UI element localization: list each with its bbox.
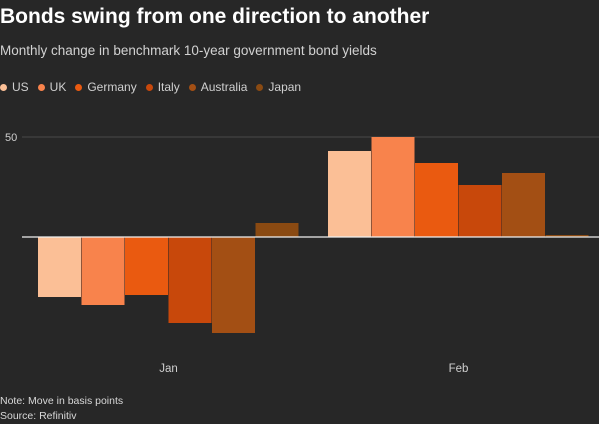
legend-item-germany: Germany xyxy=(75,80,137,94)
legend-swatch-australia xyxy=(188,83,196,91)
bar-feb-us xyxy=(328,151,371,237)
legend-item-japan: Japan xyxy=(256,80,301,94)
chart-title: Bonds swing from one direction to anothe… xyxy=(0,5,430,28)
x-tick-label: Feb xyxy=(449,363,469,375)
bar-feb-germany xyxy=(415,163,458,237)
bar-jan-us xyxy=(38,237,81,297)
chart-subtitle: Monthly change in benchmark 10-year gove… xyxy=(0,43,377,58)
legend-item-uk: UK xyxy=(37,80,67,94)
legend-swatch-japan xyxy=(256,83,264,91)
legend-label-us: US xyxy=(12,80,29,94)
legend-label-italy: Italy xyxy=(157,80,180,94)
legend-label-uk: UK xyxy=(49,80,67,94)
legend-item-australia: Australia xyxy=(188,80,248,94)
legend-swatch-us xyxy=(0,83,7,91)
legend-item-italy: Italy xyxy=(145,80,180,94)
bar-feb-japan xyxy=(545,235,589,237)
legend-label-australia: Australia xyxy=(200,80,248,94)
bar-jan-uk xyxy=(81,237,125,305)
bar-feb-uk xyxy=(371,137,415,237)
legend-swatch-germany xyxy=(75,83,83,91)
legend-label-germany: Germany xyxy=(87,80,137,94)
legend: US UK Germany Italy Australia Japan xyxy=(0,80,310,94)
bar-feb-italy xyxy=(458,185,502,237)
bar-jan-italy xyxy=(168,237,212,323)
bar-feb-australia xyxy=(502,173,545,237)
legend-item-us: US xyxy=(0,80,29,94)
bar-jan-japan xyxy=(255,223,299,237)
bar-jan-australia xyxy=(212,237,255,333)
legend-swatch-uk xyxy=(37,83,45,91)
x-tick-label: Jan xyxy=(159,363,178,375)
bar-chart: 50 Jan Feb xyxy=(5,132,599,375)
bar-jan-germany xyxy=(125,237,168,295)
y-tick-label: 50 xyxy=(5,132,17,144)
legend-label-japan: Japan xyxy=(268,80,302,94)
chart-source: Source: Refinitiv xyxy=(0,410,77,422)
chart-note: Note: Move in basis points xyxy=(0,395,124,407)
legend-swatch-italy xyxy=(145,83,153,91)
